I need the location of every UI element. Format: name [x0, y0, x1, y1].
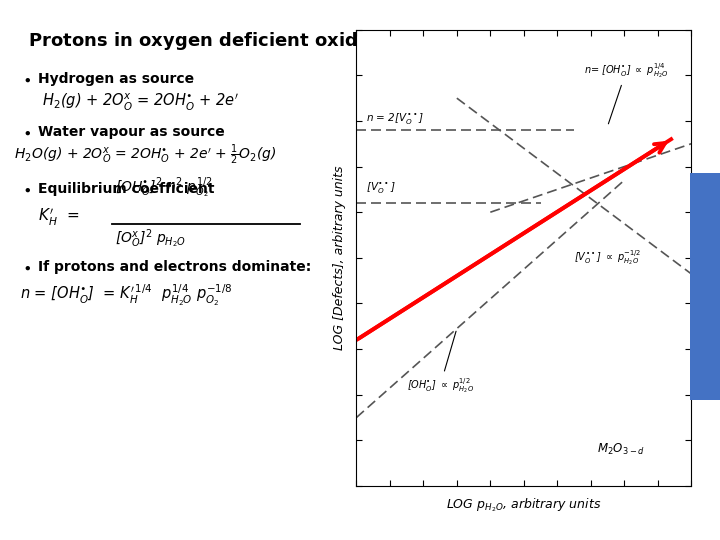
X-axis label: LOG p$_{H_2O}$, arbitrary units: LOG p$_{H_2O}$, arbitrary units: [446, 496, 601, 514]
Text: [$V^{\bullet\bullet}_O$] $\propto$ p$^{-1/2}_{H_2O}$: [$V^{\bullet\bullet}_O$] $\propto$ p$^{-…: [574, 248, 642, 267]
Text: [$V^{\bullet\bullet}_O$]: [$V^{\bullet\bullet}_O$]: [366, 180, 396, 194]
Text: $\bullet$: $\bullet$: [22, 182, 31, 197]
Text: [OH$^{\bullet}_O$] $\propto$ p$^{1/2}_{H_2O}$: [OH$^{\bullet}_O$] $\propto$ p$^{1/2}_{H…: [407, 331, 474, 395]
Text: $\bullet$: $\bullet$: [22, 260, 31, 275]
Text: $K^{\prime}_H$  =: $K^{\prime}_H$ =: [38, 207, 79, 228]
Text: $\bullet$: $\bullet$: [22, 125, 31, 140]
Text: Protons in oxygen deficient oxide, e.g. M$_2$O$_{3-d}$: Protons in oxygen deficient oxide, e.g. …: [28, 30, 503, 52]
Text: If protons and electrons dominate:: If protons and electrons dominate:: [38, 260, 311, 274]
Text: $n$ = [OH$^{\bullet}_O$]  = $K^{\prime\,1/4}_H$  $p^{1/4}_{H_2O}$ $p^{-1/8}_{O_2: $n$ = [OH$^{\bullet}_O$] = $K^{\prime\,1…: [20, 283, 232, 308]
Text: Equilibrium coefficient: Equilibrium coefficient: [38, 182, 215, 196]
Text: n = 2[$V^{\bullet\bullet}_O$]: n = 2[$V^{\bullet\bullet}_O$]: [366, 111, 425, 126]
Text: [OH$^{\bullet}_O$]$^2$ $n^2$ $p^{1/2}_{O_2}$: [OH$^{\bullet}_O$]$^2$ $n^2$ $p^{1/2}_{O…: [115, 175, 212, 200]
Text: n= [OH$^{\bullet}_O$] $\propto$ p$^{1/4}_{H_2O}$: n= [OH$^{\bullet}_O$] $\propto$ p$^{1/4}…: [584, 62, 669, 124]
Text: Hydrogen as source: Hydrogen as source: [38, 72, 194, 86]
Y-axis label: LOG [Defects], arbitrary units: LOG [Defects], arbitrary units: [333, 166, 346, 350]
Text: $\bullet$: $\bullet$: [22, 72, 31, 87]
Text: [O$^x_O$]$^2$ $p_{H_2O}$: [O$^x_O$]$^2$ $p_{H_2O}$: [115, 227, 186, 249]
Text: H$_2$O(g) + 2O$^x_O$ = 2OH$^{\bullet}_O$ + 2$e^{\prime}$ + $\frac{1}{2}$O$_2$(g): H$_2$O(g) + 2O$^x_O$ = 2OH$^{\bullet}_O$…: [14, 143, 276, 167]
Text: H$_2$(g) + 2O$^x_O$ = 2OH$^{\bullet}_O$ + 2$e^{\prime}$: H$_2$(g) + 2O$^x_O$ = 2OH$^{\bullet}_O$ …: [42, 92, 239, 113]
Text: Water vapour as source: Water vapour as source: [38, 125, 225, 139]
Text: M$_2$O$_{3-d}$: M$_2$O$_{3-d}$: [598, 442, 645, 457]
